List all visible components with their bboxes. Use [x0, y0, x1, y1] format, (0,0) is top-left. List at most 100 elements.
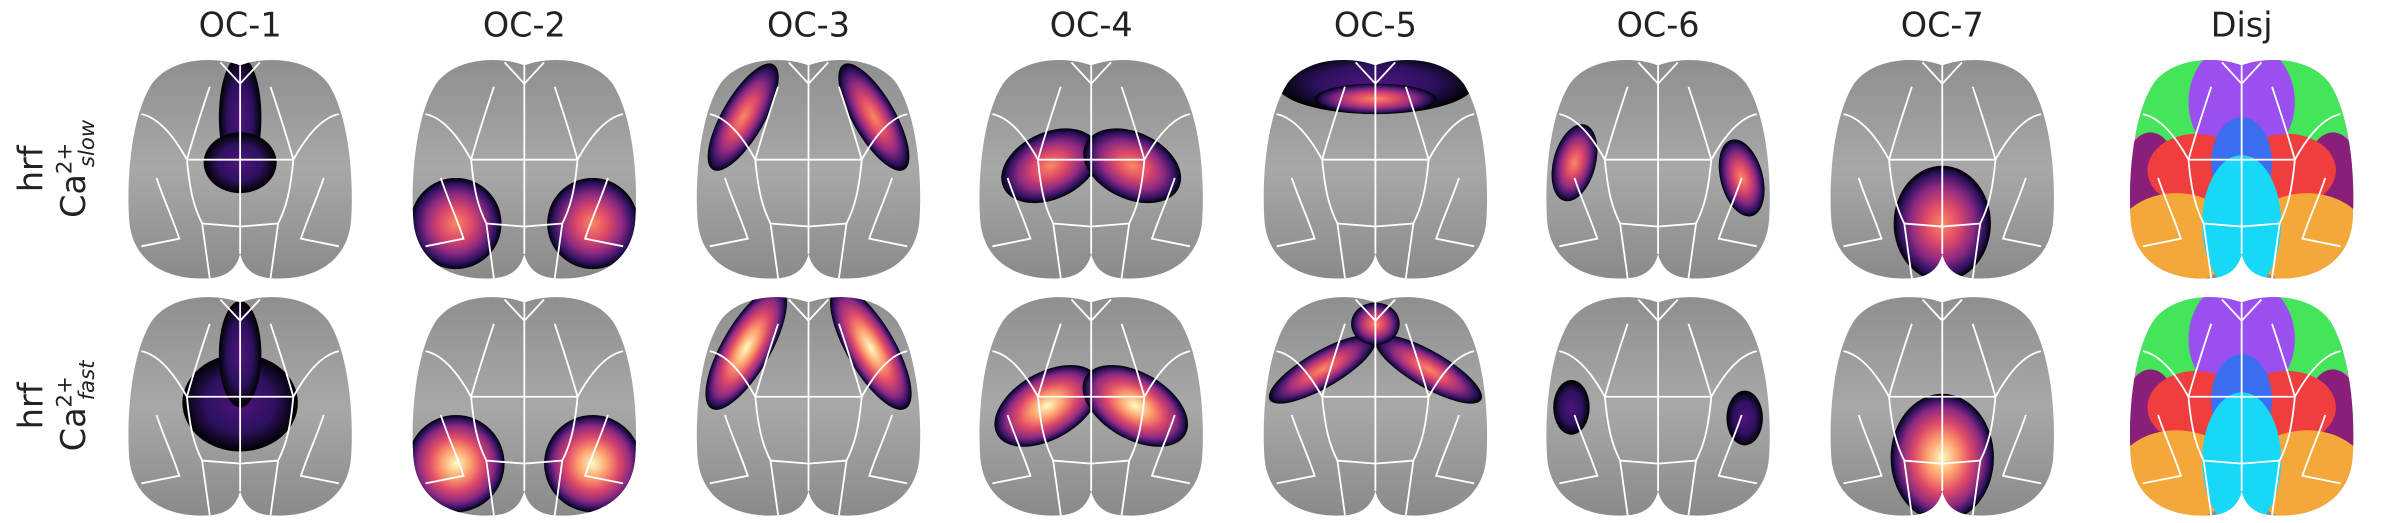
region-border [141, 177, 181, 248]
overlay [412, 61, 637, 279]
region-border [1150, 414, 1191, 485]
region-border [1717, 414, 1758, 485]
brain-map [1546, 59, 1770, 279]
region-border [1404, 323, 1430, 398]
subscript: slow [75, 119, 100, 167]
activation-blob [547, 177, 637, 270]
region-border [1559, 350, 1606, 398]
activation-blob [1268, 335, 1376, 404]
region-border [1321, 396, 1346, 516]
region-border [1143, 350, 1191, 398]
region-border [1276, 113, 1323, 161]
brain-map [979, 59, 1203, 279]
region-border [709, 113, 757, 161]
region-border [1070, 61, 1112, 86]
region-border [788, 298, 829, 323]
region-border [1321, 323, 1346, 398]
region-border [1276, 350, 1323, 398]
region-border [2294, 113, 2341, 161]
region-border [1120, 86, 1146, 160]
activation-blob [830, 297, 912, 410]
region-border [2301, 177, 2341, 248]
region-border [1687, 86, 1713, 160]
region-border [470, 323, 495, 398]
region-border [2271, 323, 2296, 398]
row-label-ion: Ca2+fast [52, 360, 100, 451]
region-border [1921, 298, 1963, 323]
region-border [186, 323, 211, 398]
region-border [754, 86, 779, 160]
region-border [269, 396, 295, 516]
region-border [2001, 177, 2042, 248]
region-border [1559, 113, 1606, 161]
region-border [1354, 298, 1396, 323]
region-border [992, 350, 1039, 398]
region-border [470, 396, 495, 516]
region-border [1687, 396, 1713, 516]
region-border [299, 177, 340, 248]
overlay [2129, 297, 2354, 516]
region-border [1427, 113, 1475, 161]
region-border [1037, 159, 1062, 279]
region-border [292, 113, 340, 161]
region-border [202, 222, 279, 228]
activation-blob [1553, 380, 1590, 435]
brain-map [412, 59, 637, 279]
region-border [219, 298, 261, 323]
region-border [1276, 414, 1316, 485]
column-title: Disj [2211, 6, 2273, 45]
region-border [992, 414, 1032, 485]
region-border [770, 459, 847, 465]
ion: Ca [54, 174, 93, 218]
region-border [1603, 159, 1629, 279]
region-border [1404, 86, 1430, 160]
region-border [1904, 222, 1981, 228]
region-border [1337, 222, 1414, 228]
region-border [2203, 459, 2280, 465]
region-border [2142, 414, 2183, 485]
activation-blob [1375, 335, 1483, 404]
region-border [1037, 86, 1062, 160]
region-border [2221, 61, 2263, 86]
region-border [1559, 414, 1599, 485]
region-border [583, 414, 624, 485]
region-border [425, 113, 472, 161]
overlay [1843, 298, 2042, 516]
region-border [770, 222, 847, 228]
region-border [992, 113, 1039, 161]
column-title: OC-4 [1050, 6, 1133, 45]
region-border [709, 414, 749, 485]
region-border [1971, 159, 1997, 279]
region-border [1971, 86, 1997, 160]
region-border [1843, 414, 1883, 485]
region-border [1559, 177, 1599, 248]
region-border [503, 61, 545, 86]
overlay [1553, 298, 1763, 516]
overlay [2129, 59, 2354, 279]
region-border [709, 350, 757, 398]
region-border [1404, 159, 1430, 279]
region-border [860, 113, 908, 161]
column-title: OC-7 [1901, 6, 1984, 45]
region-border [1404, 396, 1430, 516]
region-border [1620, 222, 1697, 228]
overlay [705, 297, 912, 516]
region-border [425, 177, 465, 248]
overlay [1551, 61, 1765, 279]
overlay [412, 298, 637, 516]
column-title: OC-1 [199, 6, 282, 45]
region-border [1143, 113, 1191, 161]
region-border [1843, 350, 1890, 398]
region-border [292, 350, 340, 398]
region-border [269, 86, 295, 160]
region-border [1620, 459, 1697, 465]
region-border [1070, 298, 1112, 323]
row-label-line: hrf [12, 381, 51, 429]
activation-blob [412, 177, 502, 270]
activation-blob [1083, 128, 1182, 204]
region-border [1637, 61, 1679, 86]
region-border [868, 177, 908, 248]
